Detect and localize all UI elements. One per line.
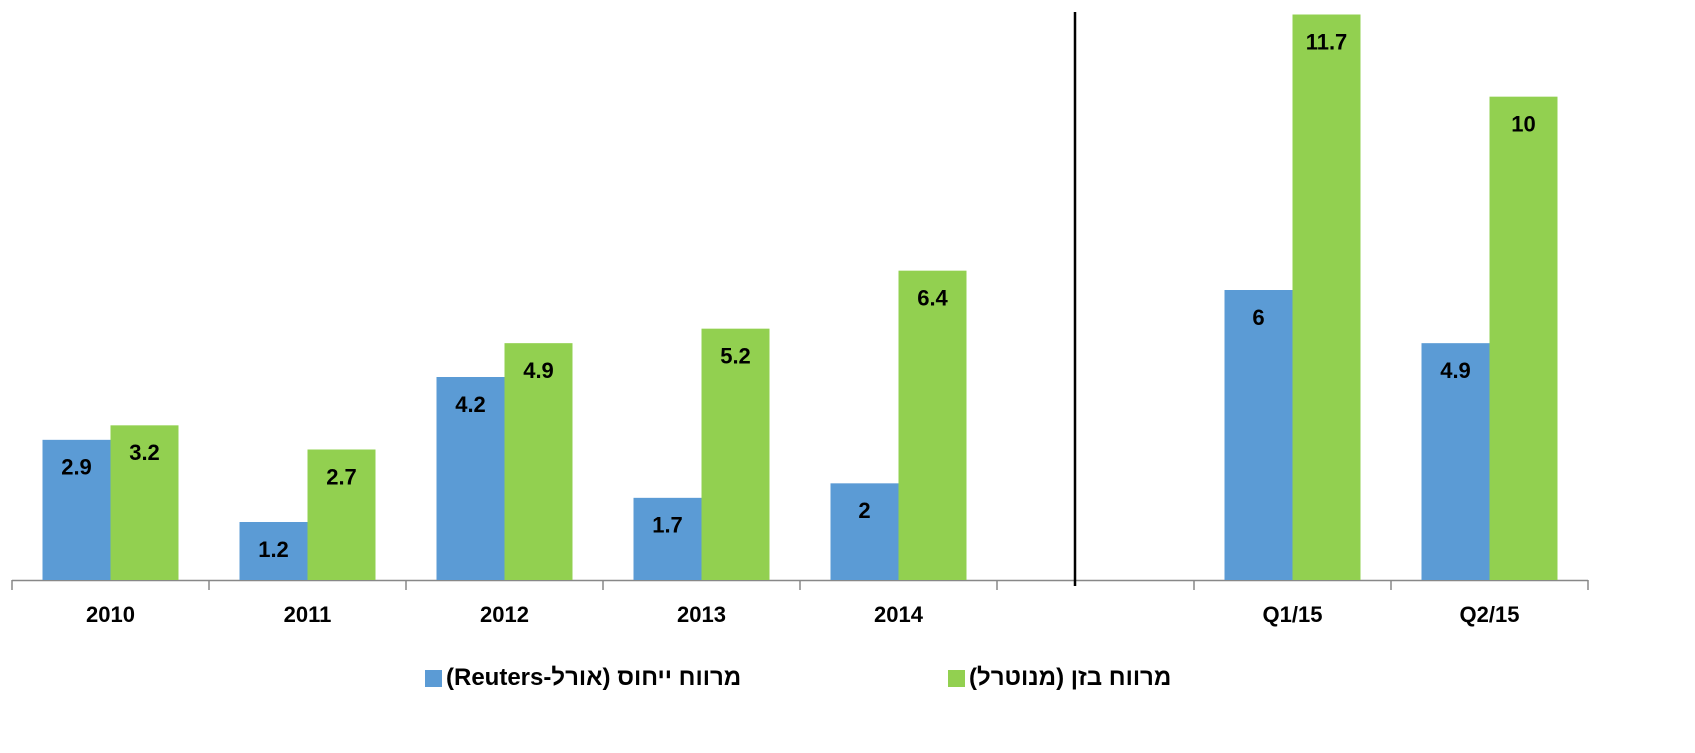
bar [239, 522, 308, 580]
bar [1292, 14, 1361, 580]
legend-swatch [948, 669, 965, 687]
data-label: 1.2 [258, 537, 289, 562]
x-tick-label: 2011 [284, 602, 332, 627]
data-label: 10 [1511, 111, 1535, 136]
x-tick-label: Q1/15 [1263, 602, 1323, 627]
bar [504, 343, 573, 580]
x-tick-label: 2012 [480, 602, 529, 627]
bar [1421, 343, 1490, 580]
bar [307, 449, 376, 580]
legend-swatch [425, 669, 442, 687]
data-label: 6.4 [917, 285, 948, 310]
data-label: 4.9 [1440, 358, 1471, 383]
data-label: 4.2 [455, 392, 486, 417]
x-tick-label: Q2/15 [1460, 602, 1520, 627]
legend-item: מרווח ייחוס (אורל-Reuters) [425, 664, 741, 692]
legend-label: מרווח בזן (מנוטרל) [969, 664, 1172, 691]
chart: 2010 2.9 3.2 2011 1.2 2.7 2012 4.2 4.9 2013 1.7 5.2… [11, 12, 1589, 627]
data-label: 6 [1252, 305, 1264, 330]
bar [633, 497, 702, 580]
data-label: 1.7 [652, 513, 683, 538]
bar [1489, 96, 1558, 581]
data-label: 2.7 [326, 464, 357, 489]
bar [830, 483, 899, 580]
x-tick-label: 2013 [677, 602, 726, 627]
data-label: 2.9 [61, 455, 92, 480]
data-label: 5.2 [720, 343, 751, 368]
bar [701, 328, 770, 580]
bar [436, 377, 505, 580]
data-label: 3.2 [129, 440, 160, 465]
data-label: 2 [858, 498, 870, 523]
legend-label: מרווח ייחוס (אורל-Reuters) [446, 664, 742, 691]
data-label: 4.9 [523, 358, 554, 383]
x-tick-label: 2010 [86, 602, 135, 627]
bar [1224, 290, 1293, 580]
x-tick-label: 2014 [874, 602, 924, 627]
bar [898, 270, 967, 580]
bar [42, 439, 111, 580]
bar [110, 425, 179, 580]
data-label: 11.7 [1306, 29, 1348, 54]
legend-item: מרווח בזן (מנוטרל) [948, 664, 1171, 692]
